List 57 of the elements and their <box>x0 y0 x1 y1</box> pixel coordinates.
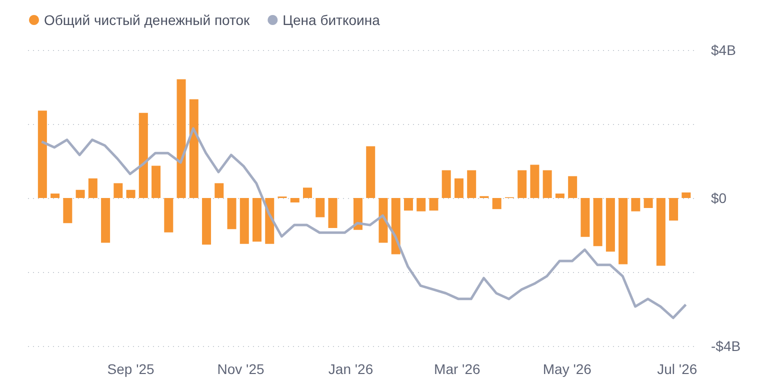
bar <box>656 198 666 266</box>
bar <box>50 194 60 198</box>
bar <box>492 198 502 210</box>
bar <box>366 146 376 198</box>
bar <box>353 198 362 230</box>
bar <box>138 112 148 198</box>
y-tick-label: -$4B <box>711 338 741 354</box>
bar <box>378 198 388 243</box>
bar <box>101 198 110 243</box>
bar <box>152 166 161 198</box>
bar <box>303 188 312 198</box>
x-tick-label: Jul '26 <box>657 361 698 377</box>
bar <box>240 198 249 244</box>
x-tick-label: May '26 <box>542 361 592 377</box>
bar <box>316 198 325 218</box>
bar <box>76 190 85 198</box>
bar <box>328 198 338 228</box>
bar <box>290 198 300 202</box>
bar <box>580 198 590 237</box>
bar <box>555 194 564 198</box>
bar <box>442 170 451 198</box>
bar <box>518 170 527 198</box>
x-tick-label: Jan '26 <box>328 361 374 377</box>
bar <box>530 164 540 198</box>
bar <box>606 198 615 252</box>
bar <box>682 192 691 198</box>
bar <box>467 170 476 198</box>
bar <box>126 190 136 198</box>
bar <box>202 198 212 245</box>
bar <box>189 99 198 198</box>
bar <box>252 198 262 242</box>
bar <box>88 178 98 198</box>
bar <box>568 176 578 198</box>
y-tick-label: $0 <box>711 190 727 206</box>
bar <box>593 198 602 246</box>
x-tick-label: Mar '26 <box>434 361 481 377</box>
bar <box>631 198 640 212</box>
legend-label: Общий чистый денежный поток <box>44 12 251 28</box>
bar <box>214 183 224 198</box>
bar <box>164 198 174 232</box>
legend-label: Цена биткоина <box>282 12 380 28</box>
bar <box>454 178 464 198</box>
bar <box>176 79 186 198</box>
bar <box>429 198 438 211</box>
x-tick-label: Sep '25 <box>107 361 155 377</box>
bar <box>38 110 47 198</box>
bar <box>63 198 72 224</box>
bar <box>618 198 628 264</box>
bar <box>114 183 123 198</box>
bar <box>542 170 552 198</box>
bar <box>416 198 426 212</box>
x-tick-label: Nov '25 <box>217 361 265 377</box>
bar <box>644 198 653 208</box>
bar <box>227 198 236 230</box>
bar <box>404 198 413 211</box>
bar <box>669 198 678 221</box>
y-tick-label: $4B <box>711 42 736 58</box>
